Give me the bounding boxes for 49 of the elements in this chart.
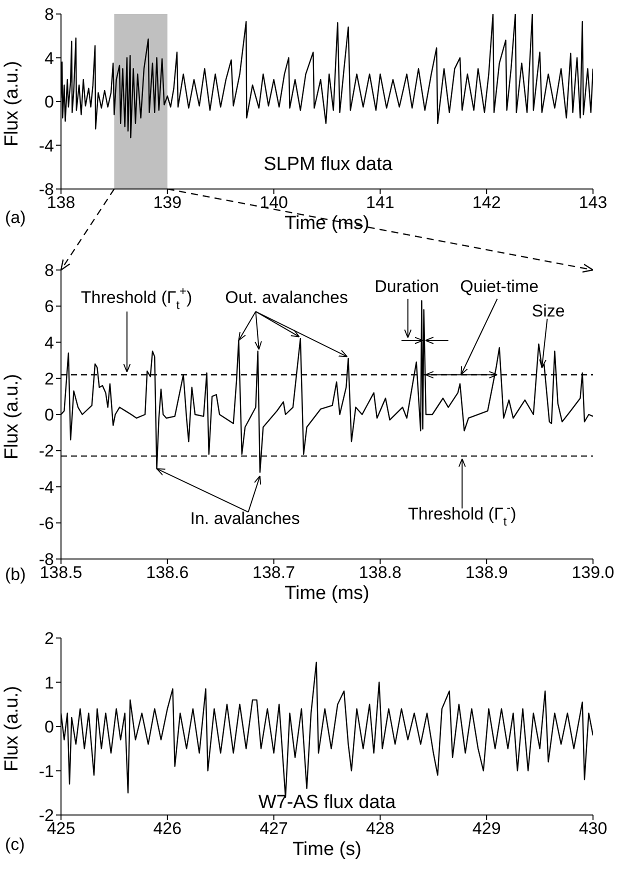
y-tick-label: 1 [44,673,54,692]
text: (c) [5,835,25,854]
x-tick-label: 138.9 [465,563,508,582]
x-axis-title: Time (s) [292,839,362,860]
x-tick-label: 426 [153,819,182,838]
x-tick-label: 140 [260,193,288,212]
x-tick-label: 141 [366,193,394,212]
x-tick-label: 139.0 [572,563,614,582]
y-tick-label: 0 [44,92,54,112]
annotation: In. avalanches [190,510,300,529]
x-axis-title: Time (ms) [284,583,370,604]
ref-line-label: Threshold (Γ$_{t}$$^{+}$) [80,284,192,312]
x-axis-title: Time (ms) [284,213,370,234]
y-tick-label: 4 [44,333,54,352]
y-tick-label: 6 [44,297,54,316]
y-axis-title: Flux (a.u.) [2,60,23,146]
y-tick-label: -4 [38,136,54,156]
y-tick-label: 0 [44,406,54,425]
annotation: SLPM flux data [264,154,393,176]
x-tick-label: 138.6 [146,563,189,582]
annotation: Duration [374,278,439,297]
y-tick-label: -6 [38,514,54,533]
y-tick-label: 8 [44,5,54,24]
x-tick-label: 138.8 [358,563,402,582]
x-tick-label: 429 [472,819,501,838]
text: (a) [5,208,26,228]
x-tick-label: 430 [578,819,608,838]
ref-line-label: Threshold (Γ$_{t}$$^{-}$) [408,500,516,529]
y-tick-label: -2 [38,442,54,461]
annotation: Out. avalanches [225,288,348,308]
y-tick-label: 4 [44,48,54,68]
x-tick-label: 143 [578,193,608,212]
y-tick-label: 8 [44,261,54,280]
x-tick-label: 427 [260,819,288,838]
y-tick-label: 0 [44,718,54,737]
y-tick-label: -4 [38,478,54,497]
x-tick-label: 139 [153,193,182,212]
x-tick-label: 428 [366,819,394,838]
x-tick-label: 138.7 [252,563,296,582]
y-tick-label: 2 [44,369,54,388]
text: (b) [5,565,26,584]
y-tick-label: 2 [44,629,54,648]
annotation: Quiet-time [460,278,539,297]
annotation: W7-AS flux data [258,792,396,814]
y-axis-title: Flux (a.u.) [2,686,23,772]
x-tick-label: 142 [472,193,501,212]
annotation: Size [532,302,565,321]
y-axis-title: Flux (a.u.) [2,374,23,460]
y-tick-label: -1 [38,762,54,781]
